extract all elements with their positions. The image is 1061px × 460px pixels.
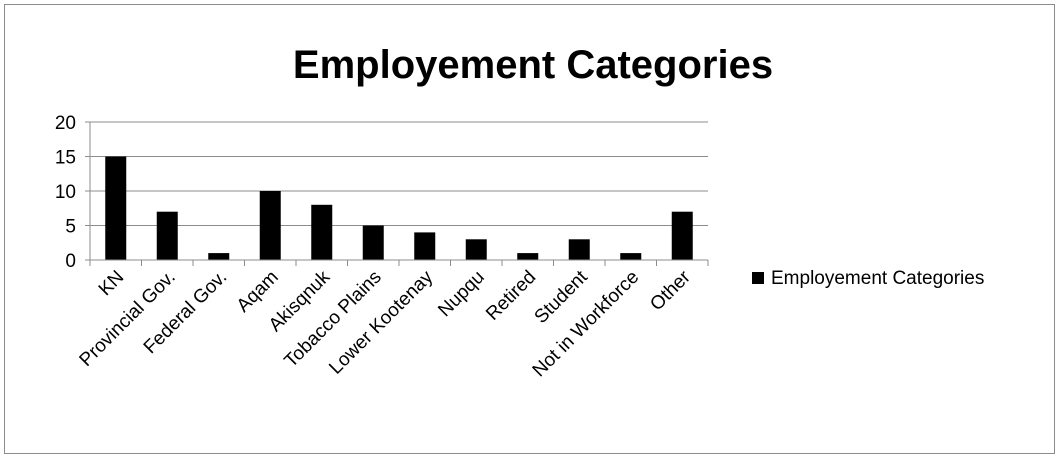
bars	[105, 156, 693, 260]
bar-nupqu	[465, 239, 487, 260]
bar-tobacco-plains	[362, 225, 384, 260]
axes	[85, 121, 709, 266]
y-tick-label-5: 5	[65, 217, 76, 238]
y-axis-tick-labels: 0 5 10 15 20	[55, 113, 76, 272]
x-tick-label-nupqu: Nupqu	[434, 267, 488, 321]
bar-aqam	[259, 191, 281, 260]
bar-provincial-gov	[156, 211, 178, 260]
bar-not-in-workforce	[620, 253, 642, 260]
legend: Employement Categories	[752, 268, 984, 289]
grid-lines	[90, 121, 708, 226]
x-tick-label-kn: KN	[95, 267, 129, 301]
bar-student	[568, 239, 590, 260]
y-tick-label-15: 15	[55, 148, 76, 169]
bar-akisqnuk	[311, 204, 333, 260]
bar-retired	[517, 253, 539, 260]
x-tick-label-aqam: Aqam	[233, 267, 283, 317]
legend-label: Employement Categories	[771, 268, 984, 289]
bar-other	[671, 211, 693, 260]
chart-frame	[4, 4, 1055, 454]
bar-kn	[105, 156, 127, 260]
x-tick-label-retired: Retired	[482, 267, 540, 325]
bar-federal-gov	[208, 253, 230, 260]
y-tick-label-20: 20	[55, 113, 76, 134]
bar-lower-kootenay	[414, 232, 436, 260]
x-tick-label-other: Other	[646, 266, 695, 315]
y-tick-label-0: 0	[65, 251, 76, 272]
y-tick-label-10: 10	[55, 182, 76, 203]
legend-swatch	[752, 272, 764, 284]
chart-title: Employement Categories	[293, 43, 773, 87]
